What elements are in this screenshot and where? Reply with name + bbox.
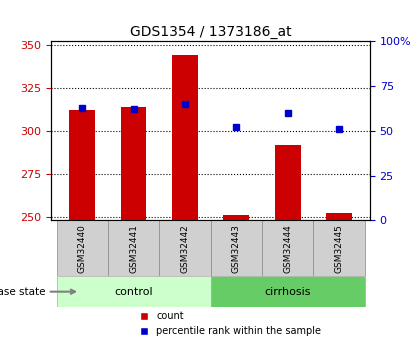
Bar [211, 276, 365, 307]
Text: control: control [114, 287, 153, 297]
Bar [224, 215, 249, 220]
Text: GSM32443: GSM32443 [232, 224, 241, 273]
Bar [57, 276, 211, 307]
Title: GDS1354 / 1373186_at: GDS1354 / 1373186_at [130, 25, 291, 39]
Bar [108, 220, 159, 276]
Text: GSM32442: GSM32442 [180, 224, 189, 273]
Bar [275, 145, 300, 220]
Text: GSM32440: GSM32440 [78, 224, 87, 273]
Bar [121, 107, 146, 220]
Bar [57, 220, 108, 276]
Bar [211, 220, 262, 276]
Bar [69, 110, 95, 220]
Bar [159, 220, 211, 276]
Bar [172, 55, 198, 220]
Bar [326, 214, 352, 220]
Text: GSM32441: GSM32441 [129, 224, 138, 273]
Text: cirrhosis: cirrhosis [264, 287, 311, 297]
Text: GSM32445: GSM32445 [335, 224, 344, 273]
Text: disease state: disease state [0, 287, 75, 297]
Bar [313, 220, 365, 276]
Bar [262, 220, 313, 276]
Legend: count, percentile rank within the sample: count, percentile rank within the sample [135, 307, 325, 340]
Text: GSM32444: GSM32444 [283, 224, 292, 273]
